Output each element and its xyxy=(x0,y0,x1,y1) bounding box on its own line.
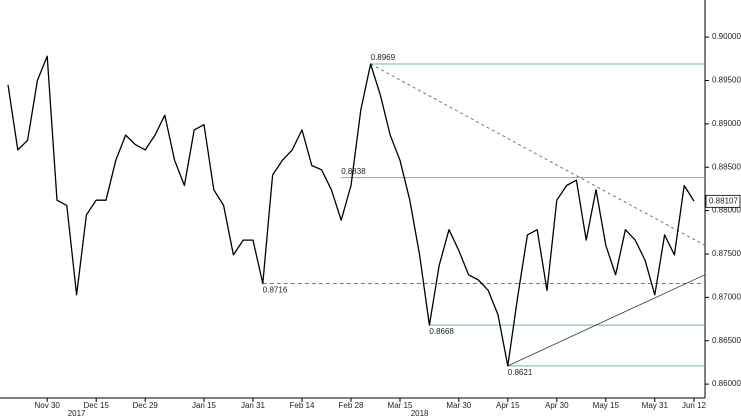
year-label: 2017 xyxy=(68,409,86,418)
y-tick-label: 0.88000 xyxy=(712,206,741,215)
x-tick-label: Dec 15 xyxy=(84,401,110,410)
x-tick-label: Mar 15 xyxy=(388,401,413,410)
y-tick-label: 0.87500 xyxy=(712,249,741,258)
price-line xyxy=(7,55,695,367)
x-tick-label: Apr 30 xyxy=(545,401,569,410)
x-tick-label: Nov 30 xyxy=(35,401,61,410)
y-tick-label: 0.86000 xyxy=(712,379,741,388)
y-tick-label: 0.87000 xyxy=(712,292,741,301)
x-tick-label: Jan 31 xyxy=(241,401,266,410)
x-tick-label: May 31 xyxy=(642,401,669,410)
x-tick-label: May 15 xyxy=(593,401,620,410)
last-value-label: 0.88107 xyxy=(709,196,738,205)
x-tick-label: Mar 30 xyxy=(446,401,471,410)
trendline xyxy=(507,274,705,367)
level-label: 0.8621 xyxy=(508,368,533,377)
x-tick-label: Feb 14 xyxy=(290,401,315,410)
y-tick-label: 0.88500 xyxy=(712,162,741,171)
level-label: 0.8668 xyxy=(429,327,454,336)
last-value-box xyxy=(705,194,741,208)
x-tick-label: Feb 28 xyxy=(339,401,364,410)
level-label: 0.8969 xyxy=(371,53,396,62)
x-tick-label: Jun 12 xyxy=(682,401,707,410)
y-tick-label: 0.86500 xyxy=(712,336,741,345)
year-label: 2018 xyxy=(411,409,429,418)
x-tick-label: Jan 15 xyxy=(192,401,217,410)
level-label: 0.8716 xyxy=(263,286,288,295)
y-tick-label: 0.90000 xyxy=(712,32,741,41)
y-tick-label: 0.89500 xyxy=(712,76,741,85)
y-tick-label: 0.89000 xyxy=(712,119,741,128)
level-label: 0.8838 xyxy=(341,167,366,176)
x-tick-label: Dec 29 xyxy=(133,401,159,410)
x-tick-label: Apr 15 xyxy=(496,401,520,410)
